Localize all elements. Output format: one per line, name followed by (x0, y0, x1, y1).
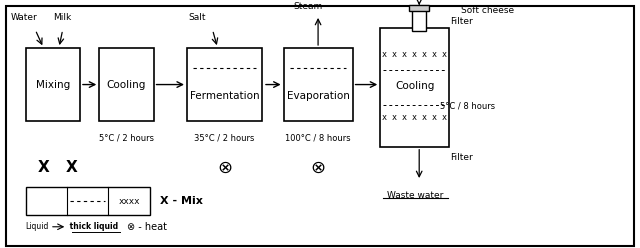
Bar (409, 5, 429, 11)
Text: 5°C / 8 hours: 5°C / 8 hours (440, 102, 495, 111)
Text: 100°C / 8 hours: 100°C / 8 hours (285, 133, 351, 142)
Text: ⊗: ⊗ (217, 158, 232, 177)
Text: Filter: Filter (450, 17, 473, 26)
Text: Evaporation: Evaporation (287, 91, 349, 100)
Text: Soft cheese: Soft cheese (461, 6, 514, 15)
Text: Milk: Milk (54, 13, 72, 22)
Text: Salt: Salt (188, 13, 206, 22)
Bar (26, 187, 150, 215)
Text: Water: Water (11, 13, 38, 22)
Text: thick liquid: thick liquid (67, 222, 118, 231)
Text: Liquid: Liquid (26, 222, 49, 231)
Text: Fermentation: Fermentation (190, 91, 259, 100)
Text: 35°C / 2 hours: 35°C / 2 hours (195, 133, 255, 142)
Text: xxxx: xxxx (118, 196, 140, 206)
Text: ⊗ - heat: ⊗ - heat (127, 222, 166, 232)
Bar (380, 29, 449, 147)
Text: X: X (38, 160, 49, 175)
Bar (284, 48, 353, 121)
Bar (412, 6, 426, 31)
Text: X - Mix: X - Mix (160, 196, 203, 206)
Bar (187, 48, 262, 121)
Text: Cooling: Cooling (107, 80, 146, 90)
Text: Filter: Filter (450, 153, 473, 162)
Text: Waste water: Waste water (387, 191, 443, 200)
Text: Steam: Steam (294, 2, 323, 11)
Text: Cooling: Cooling (395, 81, 435, 92)
Text: ⊗: ⊗ (310, 158, 326, 177)
Text: x x x x x x x: x x x x x x x (382, 50, 447, 59)
Bar (26, 48, 80, 121)
Bar (99, 48, 154, 121)
Text: Mixing: Mixing (36, 80, 70, 90)
Text: x x x x x x x: x x x x x x x (382, 113, 447, 122)
Text: 5°C / 2 hours: 5°C / 2 hours (99, 133, 154, 142)
Text: X: X (66, 160, 77, 175)
